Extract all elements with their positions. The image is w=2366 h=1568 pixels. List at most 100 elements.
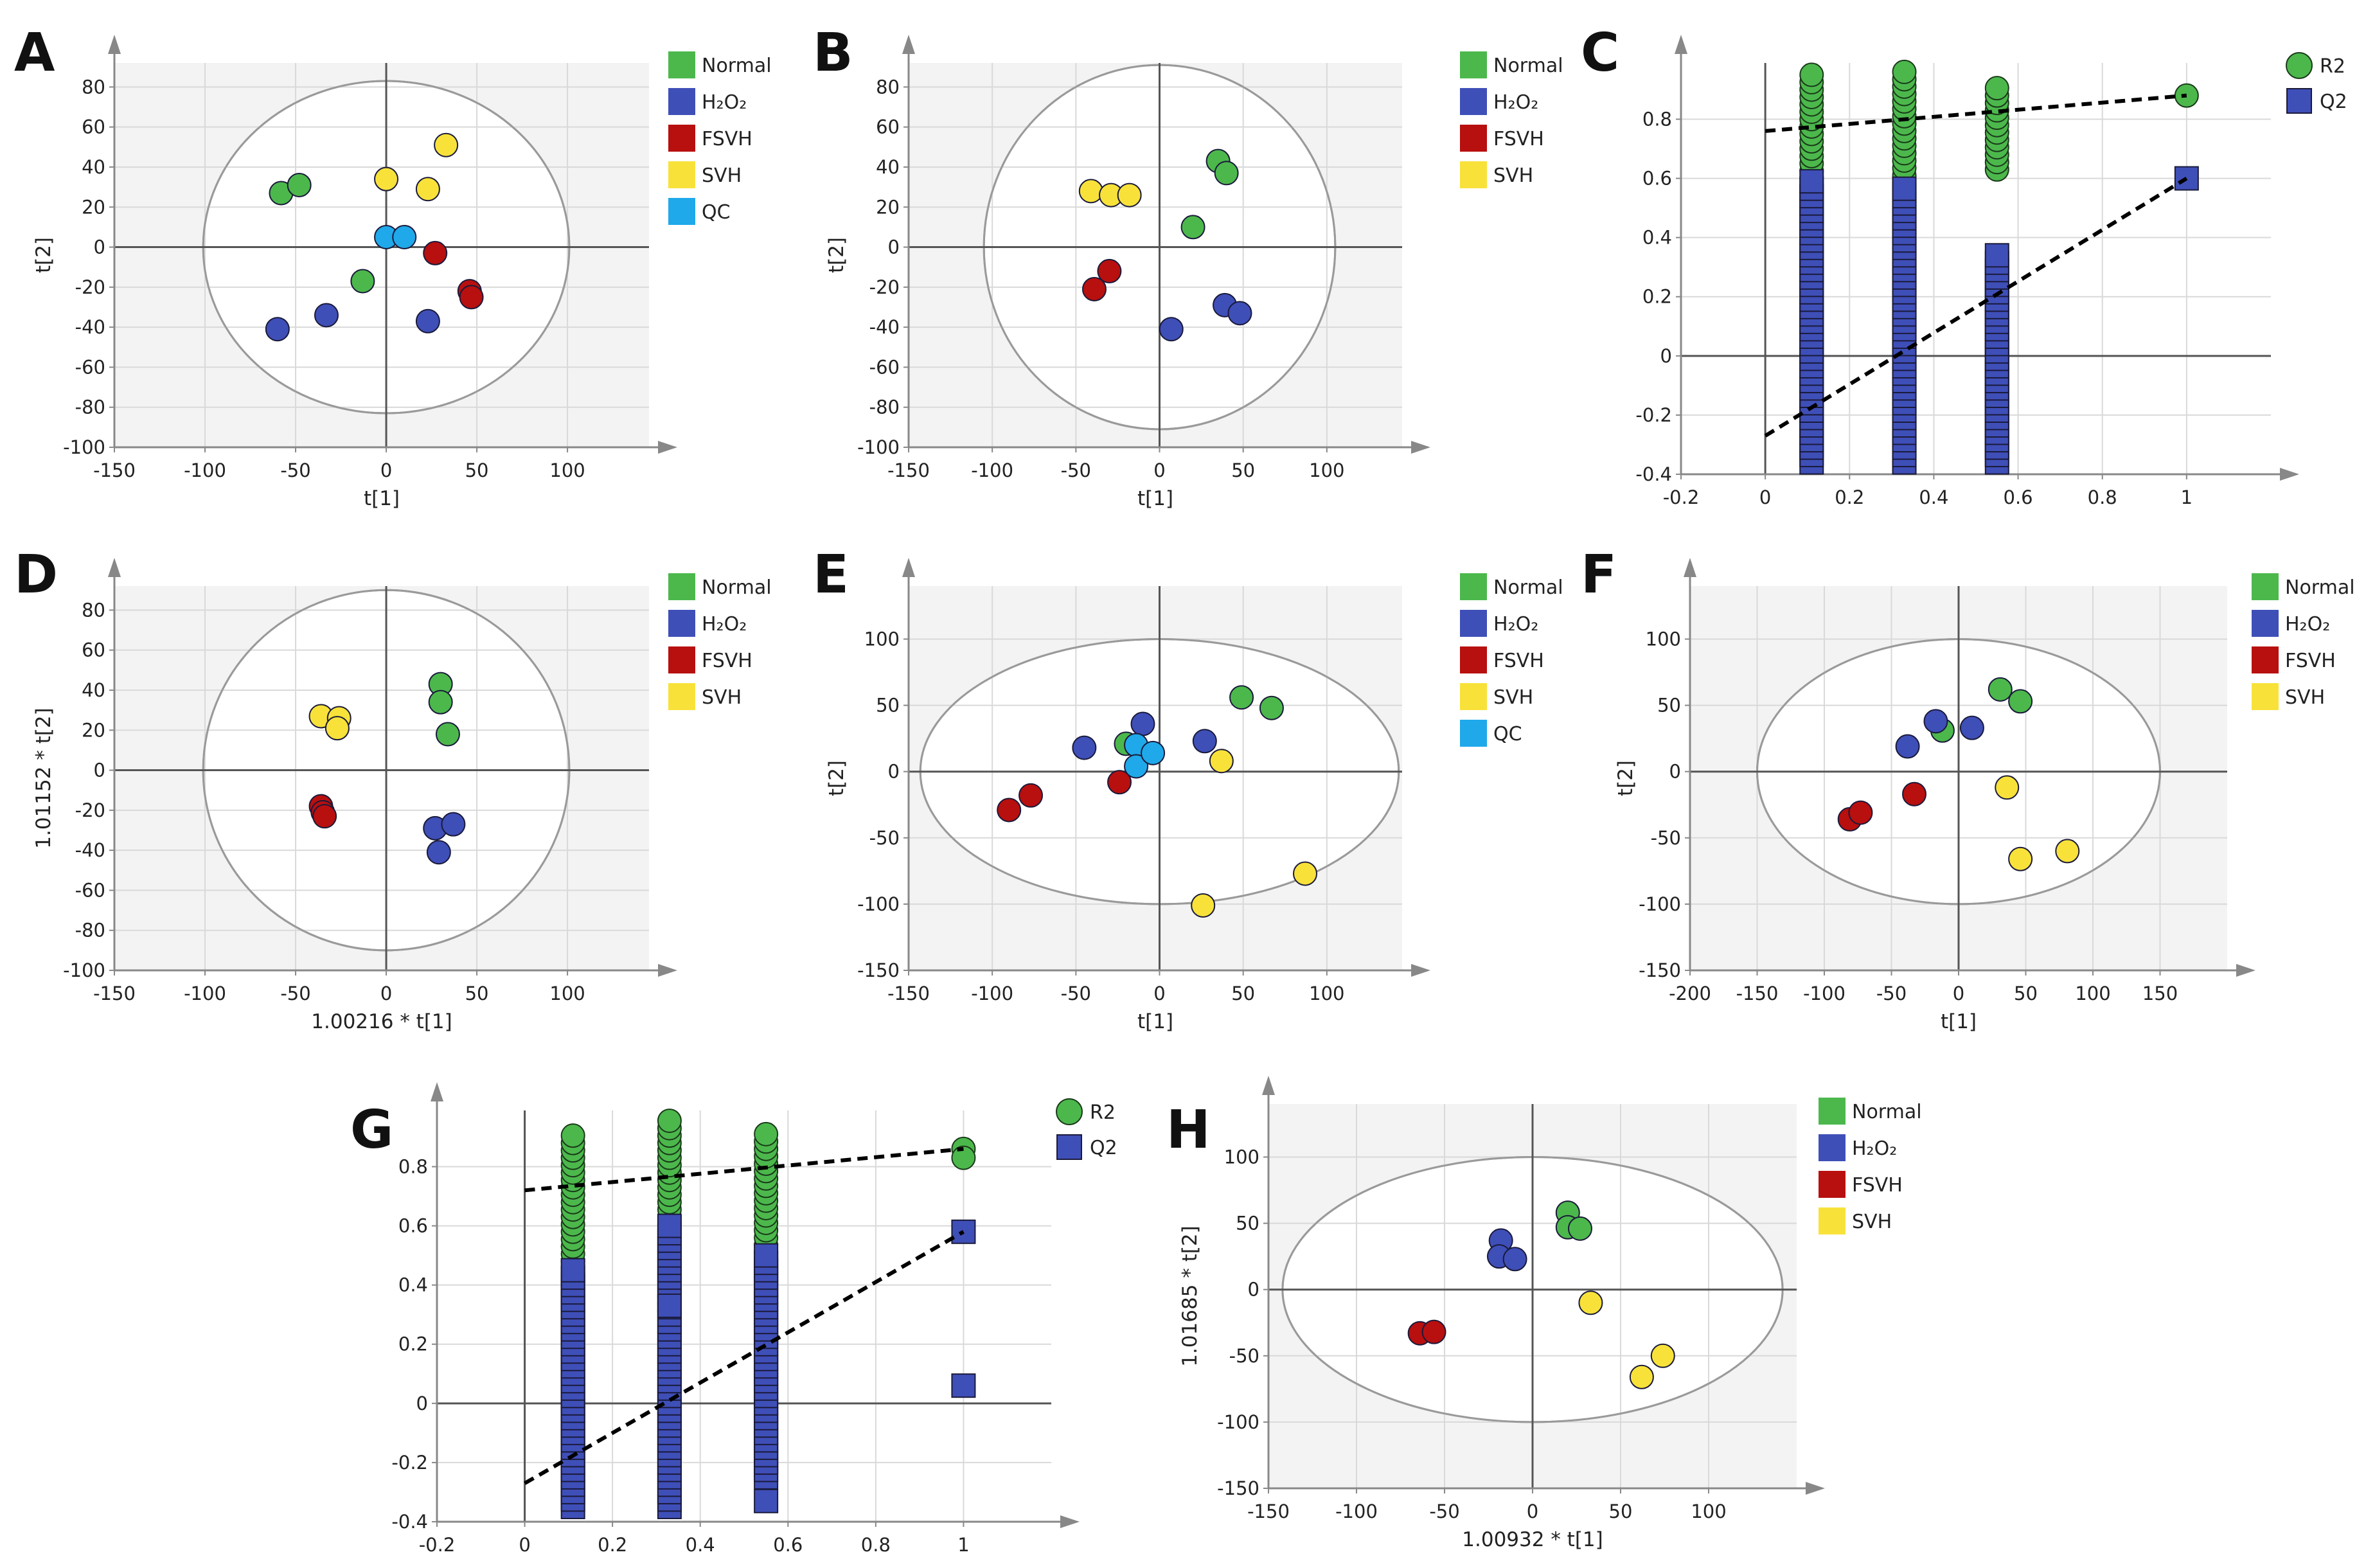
point-normal <box>2008 689 2033 714</box>
x-tick-label: 1 <box>957 1534 969 1556</box>
x-tick-label: 100 <box>1309 983 1344 1004</box>
y-tick-label: 0.2 <box>1642 286 1672 308</box>
legend-swatch-h2o2 <box>668 88 695 115</box>
panel-f: F-200 -150 -100 -50 0 50 100 150-150-100-500501… <box>1581 544 2355 1033</box>
r2-regression-line <box>524 1146 964 1193</box>
point-normal <box>1988 677 2013 702</box>
y-tick-label: 20 <box>876 196 900 218</box>
q2-point <box>657 1213 682 1238</box>
y-tick-label: 0 <box>888 761 900 783</box>
x-tick-label: 0.6 <box>2004 486 2033 508</box>
legend-label-r2: R2 <box>2320 55 2345 78</box>
point-h2o2 <box>1159 317 1184 342</box>
legend-swatch-fsvh <box>1460 125 1487 152</box>
y-tick-label: 0.4 <box>1642 227 1672 249</box>
panel-b: B-150 -100 -50 0 50 100-100-80-60-40-20020406… <box>813 22 1563 510</box>
point-h2o2 <box>265 317 290 342</box>
legend-label-q2: Q2 <box>2320 91 2347 113</box>
x-tick-label: 0 <box>1953 983 1964 1004</box>
point-h2o2 <box>441 812 466 837</box>
y-tick-label: 40 <box>82 156 105 178</box>
y-tick-label: -20 <box>75 799 105 821</box>
panel-label-c: C <box>1581 22 1619 84</box>
x-tick-label: 0 <box>380 459 392 481</box>
y-tick-label: 0.6 <box>398 1215 428 1237</box>
y-tick-label: -150 <box>857 959 900 981</box>
legend-swatch-fsvh <box>668 646 695 673</box>
point-qc <box>392 224 417 249</box>
q2-regression-line <box>524 1230 965 1485</box>
legend-swatch-fsvh <box>668 125 695 152</box>
point-svh <box>374 166 399 192</box>
y-tick-label: 50 <box>1657 695 1681 717</box>
legend-label-h2o2: H₂O₂ <box>2285 613 2330 636</box>
y-tick-label: 50 <box>1236 1213 1259 1234</box>
legend-label-h2o2: H₂O₂ <box>1852 1137 1897 1160</box>
y-tick-label: 40 <box>876 156 900 178</box>
y-tick-label: 40 <box>82 679 105 701</box>
y-tick-label: -60 <box>75 879 105 901</box>
y-tick-label: 60 <box>82 116 105 138</box>
panel-label-h: H <box>1166 1100 1211 1161</box>
y-tick-label: 100 <box>1646 628 1681 650</box>
y-tick-label: -40 <box>869 316 900 338</box>
point-h2o2 <box>314 303 339 328</box>
x-axis-arrow <box>1411 964 1430 977</box>
legend-swatch-fsvh <box>2252 646 2279 673</box>
r2-point <box>1984 76 2009 101</box>
legend-marker-r2 <box>2286 52 2313 79</box>
panel-label-d: D <box>14 544 58 605</box>
x-tick-label: 0.8 <box>2088 486 2117 508</box>
point-svh <box>434 132 459 157</box>
x-axis-label: t[1] <box>1137 487 1173 510</box>
y-tick-label: 0 <box>416 1393 428 1414</box>
legend-label-svh: SVH <box>1493 686 1533 709</box>
x-tick-label: 100 <box>1309 459 1344 481</box>
panel-h: H -150 -100 -50 0 50 100 -150 -100 -50 0 50 100 1.009… <box>1166 1076 1922 1551</box>
y-tick-label: -0.2 <box>1635 404 1672 426</box>
x-tick-label: 100 <box>549 983 585 1004</box>
x-tick-label: 0 <box>519 1534 530 1556</box>
legend-label-svh: SVH <box>702 686 742 709</box>
point-normal <box>287 172 312 197</box>
legend-label-h2o2: H₂O₂ <box>1493 613 1538 636</box>
legend-swatch-svh <box>668 683 695 710</box>
point-svh <box>1078 179 1103 204</box>
y-tick-label: 0.8 <box>1642 108 1672 130</box>
legend-label-svh: SVH <box>1493 165 1533 187</box>
x-tick-label: 100 <box>2075 983 2110 1004</box>
x-tick-label: -150 <box>1247 1501 1290 1522</box>
x-axis-label: t[1] <box>1137 1010 1173 1033</box>
y-tick-label: -60 <box>869 356 900 378</box>
x-tick-label: 50 <box>1231 983 1255 1004</box>
y-tick-label: 100 <box>1224 1146 1259 1168</box>
x-tick-label: -100 <box>971 983 1013 1004</box>
y-axis-arrow <box>902 558 915 577</box>
x-axis-arrow <box>1806 1482 1825 1495</box>
point-h2o2 <box>1130 711 1155 736</box>
point-svh <box>2008 846 2033 871</box>
legend-marker-r2 <box>1056 1098 1083 1125</box>
point-svh <box>1995 775 2020 800</box>
y-tick-label: 20 <box>82 719 105 741</box>
legend-swatch-svh <box>2252 683 2279 710</box>
x-tick-label: -50 <box>1061 459 1091 481</box>
r2-original-point <box>951 1145 976 1170</box>
y-tick-label: 20 <box>82 196 105 218</box>
r2-point <box>1892 59 1917 84</box>
q2-original-point <box>951 1373 976 1398</box>
x-tick-label: 50 <box>1231 459 1255 481</box>
x-tick-label: 100 <box>1691 1501 1726 1522</box>
x-tick-label: -150 <box>1736 983 1779 1004</box>
point-h2o2 <box>1072 735 1097 760</box>
point-fsvh <box>1902 781 1927 806</box>
legend-marker-q2 <box>1056 1134 1082 1160</box>
y-axis-arrow <box>1262 1076 1275 1095</box>
q2-point <box>1892 176 1917 201</box>
point-svh <box>1117 183 1142 208</box>
legend-label-fsvh: FSVH <box>702 650 752 672</box>
y-tick-label: -150 <box>1639 959 1681 981</box>
x-tick-label: -100 <box>1335 1501 1378 1522</box>
point-fsvh <box>1097 258 1122 283</box>
point-svh <box>1650 1343 1675 1368</box>
